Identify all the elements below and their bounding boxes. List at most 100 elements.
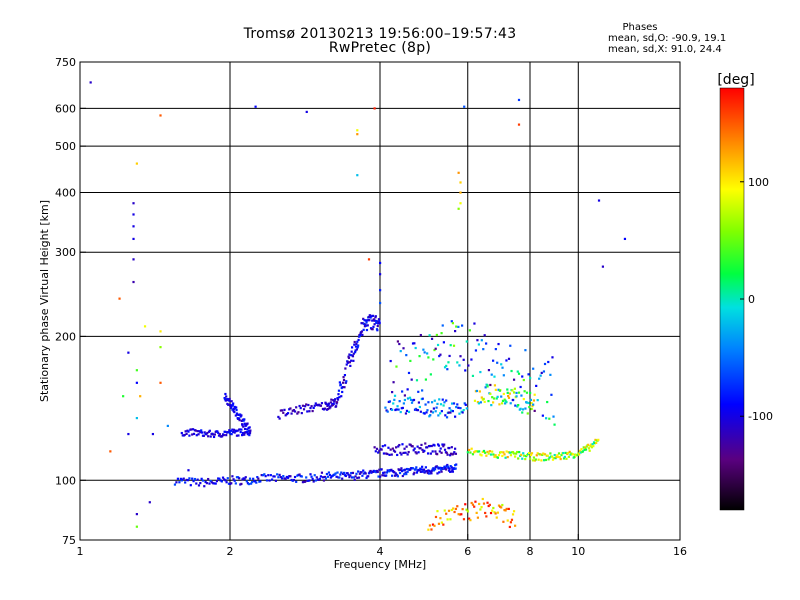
data-point (393, 474, 397, 477)
data-point (230, 400, 233, 403)
data-point (545, 417, 548, 420)
data-point (231, 428, 234, 431)
data-point (474, 450, 477, 453)
data-point (335, 405, 338, 408)
data-point (504, 456, 507, 459)
data-point (494, 454, 497, 457)
data-point (348, 361, 351, 364)
data-point (276, 473, 279, 476)
data-point (494, 512, 497, 515)
data-point (494, 347, 497, 351)
data-point (290, 412, 293, 415)
data-point (512, 510, 516, 513)
data-point (286, 412, 290, 415)
y-tick-label: 200 (55, 330, 76, 343)
data-point (301, 481, 305, 484)
data-point (506, 455, 509, 459)
data-point (369, 469, 372, 473)
data-point (578, 449, 582, 452)
data-point (419, 447, 422, 450)
data-point (329, 401, 332, 404)
data-point (516, 405, 519, 408)
data-point (538, 377, 541, 380)
data-point (396, 405, 399, 408)
data-point (424, 403, 427, 406)
data-point (407, 450, 410, 454)
data-point (224, 430, 227, 434)
data-point (358, 472, 361, 475)
data-point (587, 443, 590, 446)
data-point (419, 467, 422, 470)
data-point (237, 413, 240, 416)
data-point (132, 213, 135, 216)
data-point (241, 431, 244, 435)
data-point (203, 431, 206, 434)
data-point (338, 476, 341, 479)
data-point (240, 428, 243, 431)
data-point (560, 454, 563, 457)
data-point (408, 396, 412, 399)
data-point (430, 528, 433, 531)
data-point (498, 505, 502, 508)
data-point (410, 401, 414, 404)
data-point (508, 392, 511, 395)
data-point (551, 458, 555, 461)
data-point (440, 332, 443, 335)
data-point (492, 453, 495, 456)
data-point (430, 444, 433, 448)
data-point (241, 424, 244, 427)
data-point (240, 482, 243, 486)
data-point (519, 385, 522, 389)
data-point (567, 451, 570, 455)
data-point (305, 476, 308, 479)
data-point (292, 478, 295, 482)
data-point (482, 502, 486, 505)
data-point (524, 349, 527, 352)
data-point (427, 356, 430, 359)
x-tick-label: 1 (77, 545, 84, 558)
data-point (208, 482, 211, 485)
data-point (532, 403, 535, 406)
data-point (248, 426, 251, 429)
data-point (185, 478, 188, 482)
data-point (391, 474, 394, 477)
data-point (579, 451, 582, 454)
data-point (179, 477, 182, 480)
data-point (392, 381, 395, 384)
data-point (582, 446, 585, 449)
data-point (371, 314, 375, 317)
x-tick-label: 6 (464, 545, 471, 558)
data-point (433, 399, 436, 402)
data-point (418, 405, 421, 409)
data-point (477, 343, 480, 346)
data-point (200, 431, 204, 434)
data-point (375, 319, 378, 323)
data-point (267, 474, 270, 477)
data-point (589, 445, 592, 448)
data-point (437, 467, 440, 470)
data-point (209, 479, 212, 483)
data-point (485, 515, 488, 518)
data-point (398, 471, 402, 475)
data-point (426, 446, 429, 449)
data-point (406, 388, 409, 391)
data-point (557, 455, 560, 459)
data-point (441, 324, 444, 327)
data-point (553, 453, 556, 457)
data-point (487, 504, 490, 508)
data-point (508, 451, 511, 454)
data-point (494, 388, 497, 391)
data-point (431, 523, 435, 526)
data-point (476, 516, 480, 519)
data-point (543, 362, 547, 366)
data-point (455, 325, 458, 328)
phases-header: Phases (622, 22, 658, 33)
data-point (421, 470, 424, 473)
data-point (406, 397, 410, 400)
data-point (205, 482, 208, 485)
data-point (246, 422, 249, 425)
data-point (452, 344, 456, 347)
data-point (462, 408, 465, 412)
data-point (230, 406, 233, 409)
data-point (368, 319, 371, 322)
